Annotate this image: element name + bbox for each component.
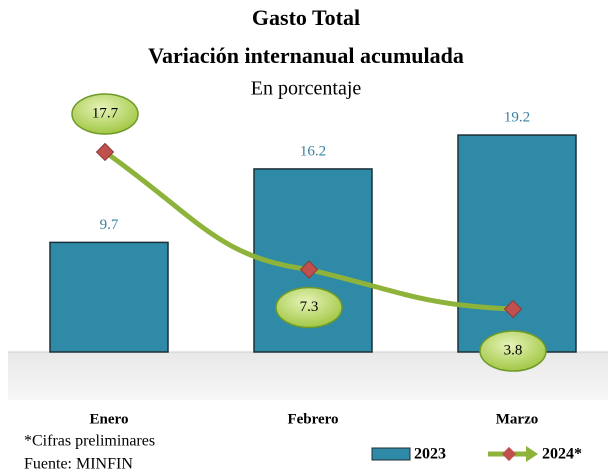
legend-label: 2024*: [542, 446, 582, 463]
line-value-label: 3.8: [504, 342, 523, 358]
bar: [49, 241, 169, 353]
x-tick-label: Marzo: [496, 411, 538, 427]
line-value-label: 7.3: [300, 299, 319, 315]
bar-value-label: 9.7: [100, 217, 119, 233]
legend-label: 2023: [414, 446, 446, 463]
bar-value-label: 19.2: [504, 109, 530, 125]
legend-arrow: [526, 446, 538, 462]
bar: [457, 134, 577, 353]
legend-marker: [501, 446, 517, 462]
line-marker: [299, 260, 319, 279]
line-marker: [95, 142, 115, 162]
legend-swatch: [371, 447, 411, 461]
value-bubble: [479, 330, 547, 372]
x-tick-label: Febrero: [287, 411, 338, 427]
note: *Cifras preliminares: [24, 433, 155, 450]
value-bubble: [71, 93, 139, 135]
bar-value-label: 16.2: [300, 143, 326, 159]
chart-subtitle: En porcentaje: [251, 78, 362, 100]
line-marker: [503, 299, 523, 319]
x-tick-label: Enero: [90, 411, 129, 427]
chart-subtitle-bold: Variación internanual acumulada: [148, 43, 464, 68]
value-bubble: [275, 286, 343, 329]
note: Fuente: MINFIN: [24, 456, 133, 473]
chart-title: Gasto Total: [252, 5, 360, 30]
line-value-label: 17.7: [92, 105, 119, 121]
